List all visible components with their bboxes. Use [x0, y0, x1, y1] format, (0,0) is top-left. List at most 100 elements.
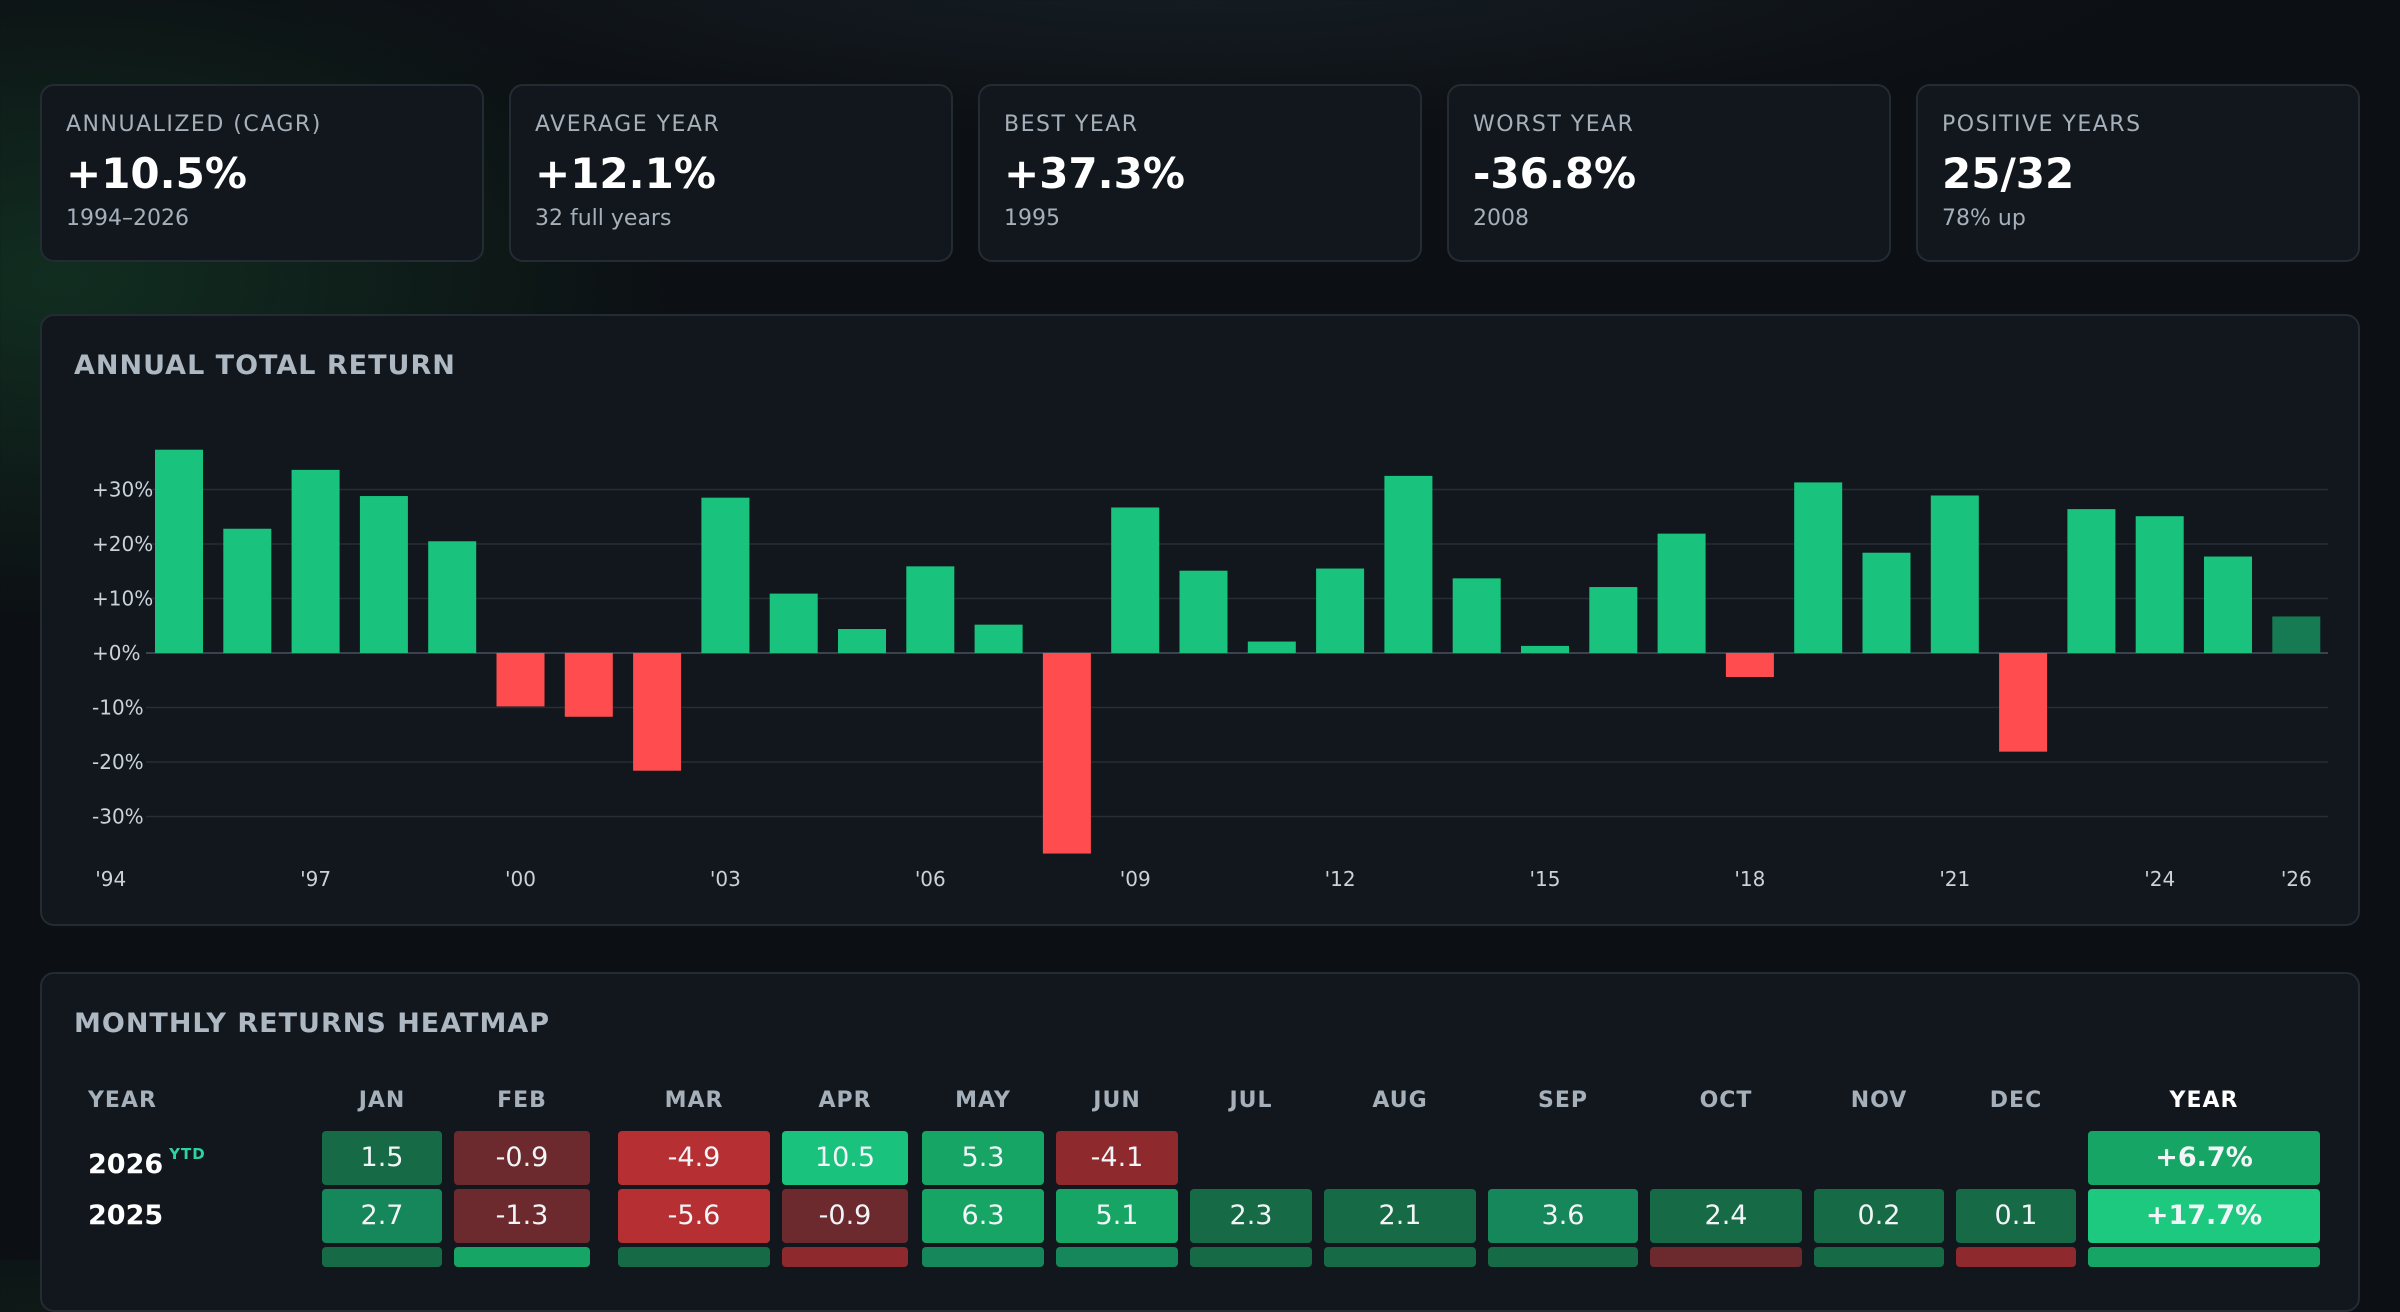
heatmap-title: MONTHLY RETURNS HEATMAP — [74, 1008, 551, 1039]
bar-2003 — [701, 497, 750, 653]
x-tick-label: '18 — [1734, 867, 1765, 891]
bar-1997 — [291, 469, 340, 653]
x-tick-label: '15 — [1530, 867, 1561, 891]
stat-sub: 78% up — [1942, 206, 2026, 231]
monthly-heatmap-panel: MONTHLY RETURNS HEATMAP YEAR JAN FEB MAR APR… — [40, 972, 2360, 1312]
annual-return-panel: ANNUAL TOTAL RETURN +30% +20% +10% +0% -10% -… — [40, 314, 2360, 926]
bar-2026 — [2272, 616, 2321, 653]
bar-2014 — [1452, 578, 1501, 653]
stat-label: WORST YEAR — [1473, 112, 1635, 137]
stat-card-worst-year: WORST YEAR -36.8% 2008 — [1447, 84, 1891, 262]
heatmap-header-apr: APR — [818, 1088, 872, 1113]
y-tick-label: -20% — [92, 750, 144, 774]
heatmap-cell-cutoff — [782, 1247, 908, 1267]
heatmap-header-jan: JAN — [358, 1088, 406, 1113]
heatmap-cell-cutoff — [1814, 1247, 1944, 1267]
heatmap-cell-oct: 2.4 — [1650, 1189, 1802, 1243]
stat-label: AVERAGE YEAR — [535, 112, 721, 137]
heatmap-cell-cutoff — [1956, 1247, 2076, 1267]
y-tick-label: +0% — [92, 641, 141, 665]
x-tick-label: '00 — [505, 867, 536, 891]
bar-2025 — [2204, 556, 2252, 653]
bar-2007 — [974, 624, 1023, 653]
heatmap-year-total: +6.7% — [2088, 1131, 2320, 1185]
heatmap-cell-jun: 5.1 — [1056, 1189, 1178, 1243]
heatmap-cell-feb: -1.3 — [454, 1189, 590, 1243]
bar-2019 — [1794, 482, 1843, 653]
stat-card-cagr: ANNUALIZED (CAGR) +10.5% 1994–2026 — [40, 84, 484, 262]
heatmap-header-jun: JUN — [1093, 1088, 1141, 1113]
heatmap-cell-dec: 0.1 — [1956, 1189, 2076, 1243]
x-tick-label: '94 — [95, 867, 126, 891]
heatmap-row-year: 2026 YTD — [88, 1131, 206, 1185]
heatmap-cell-cutoff — [1650, 1247, 1802, 1267]
stat-card-best-year: BEST YEAR +37.3% 1995 — [978, 84, 1422, 262]
row-year-label: 2026 — [88, 1149, 164, 1180]
stat-card-positive-years: POSITIVE YEARS 25/32 78% up — [1916, 84, 2360, 262]
heatmap-cell-aug: 2.1 — [1324, 1189, 1476, 1243]
bar-2013 — [1384, 475, 1433, 653]
stats-row: ANNUALIZED (CAGR) +10.5% 1994–2026 AVERA… — [40, 84, 2360, 262]
bar-2023 — [2067, 509, 2116, 653]
heatmap-cell-feb: -0.9 — [454, 1131, 590, 1185]
row-year-label: 2025 — [88, 1200, 164, 1231]
bar-2022 — [1999, 653, 2048, 752]
stat-card-average-year: AVERAGE YEAR +12.1% 32 full years — [509, 84, 953, 262]
x-tick-label: '06 — [915, 867, 946, 891]
y-tick-label: -10% — [92, 696, 144, 720]
heatmap-cell-jan: 1.5 — [322, 1131, 442, 1185]
stat-sub: 1994–2026 — [66, 206, 189, 231]
bar-1995 — [155, 449, 203, 653]
stat-value: +10.5% — [66, 149, 247, 198]
heatmap-cell-may: 6.3 — [922, 1189, 1044, 1243]
y-tick-label: +30% — [92, 478, 153, 502]
heatmap-cell-cutoff — [1056, 1247, 1178, 1267]
bar-2012 — [1316, 568, 1365, 653]
heatmap-header-year-total: YEAR — [2169, 1088, 2239, 1113]
heatmap-cell-cutoff — [1324, 1247, 1476, 1267]
heatmap-header-dec: DEC — [1989, 1088, 2043, 1113]
heatmap-header-may: MAY — [955, 1088, 1011, 1113]
bar-2005 — [838, 629, 886, 653]
stat-label: POSITIVE YEARS — [1942, 112, 2142, 137]
stat-sub: 1995 — [1004, 206, 1060, 231]
heatmap-header-aug: AUG — [1372, 1088, 1428, 1113]
heatmap-cell-cutoff — [618, 1247, 770, 1267]
heatmap-header-feb: FEB — [497, 1088, 547, 1113]
bar-1999 — [428, 541, 477, 653]
heatmap-header-oct: OCT — [1699, 1088, 1753, 1113]
bar-2010 — [1179, 570, 1228, 653]
bar-2002 — [633, 653, 682, 771]
bar-2020 — [1862, 552, 1911, 653]
bar-2017 — [1657, 533, 1706, 653]
heatmap-cell-jun: -4.1 — [1056, 1131, 1178, 1185]
bar-2018 — [1725, 653, 1774, 677]
y-tick-label: +10% — [92, 587, 153, 611]
heatmap-cell-jan: 2.7 — [322, 1189, 442, 1243]
x-tick-label: '03 — [710, 867, 741, 891]
heatmap-header-nov: NOV — [1850, 1088, 1908, 1113]
stat-value: +37.3% — [1004, 149, 1185, 198]
bar-2004 — [769, 593, 818, 653]
x-tick-label: '24 — [2144, 867, 2175, 891]
bar-2011 — [1247, 641, 1296, 653]
heatmap-year-total: +17.7% — [2088, 1189, 2320, 1243]
x-tick-label: '26 — [2281, 867, 2312, 891]
bar-1998 — [359, 496, 408, 653]
bar-2006 — [906, 566, 955, 653]
stat-sub: 32 full years — [535, 206, 672, 231]
heatmap-cell-jul: 2.3 — [1190, 1189, 1312, 1243]
heatmap-cell-cutoff — [454, 1247, 590, 1267]
heatmap-row-year: 2025 — [88, 1189, 163, 1243]
bar-2024 — [2135, 516, 2184, 653]
stat-value: +12.1% — [535, 149, 716, 198]
stat-value: 25/32 — [1942, 149, 2075, 198]
heatmap-cell-apr: -0.9 — [782, 1189, 908, 1243]
bar-2008 — [1042, 653, 1091, 854]
bar-2021 — [1930, 495, 1979, 653]
heatmap-cell-apr: 10.5 — [782, 1131, 908, 1185]
bar-2015 — [1521, 645, 1569, 653]
heatmap-header-mar: MAR — [664, 1088, 724, 1113]
heatmap-cell-mar: -5.6 — [618, 1189, 770, 1243]
bar-1996 — [223, 528, 272, 653]
